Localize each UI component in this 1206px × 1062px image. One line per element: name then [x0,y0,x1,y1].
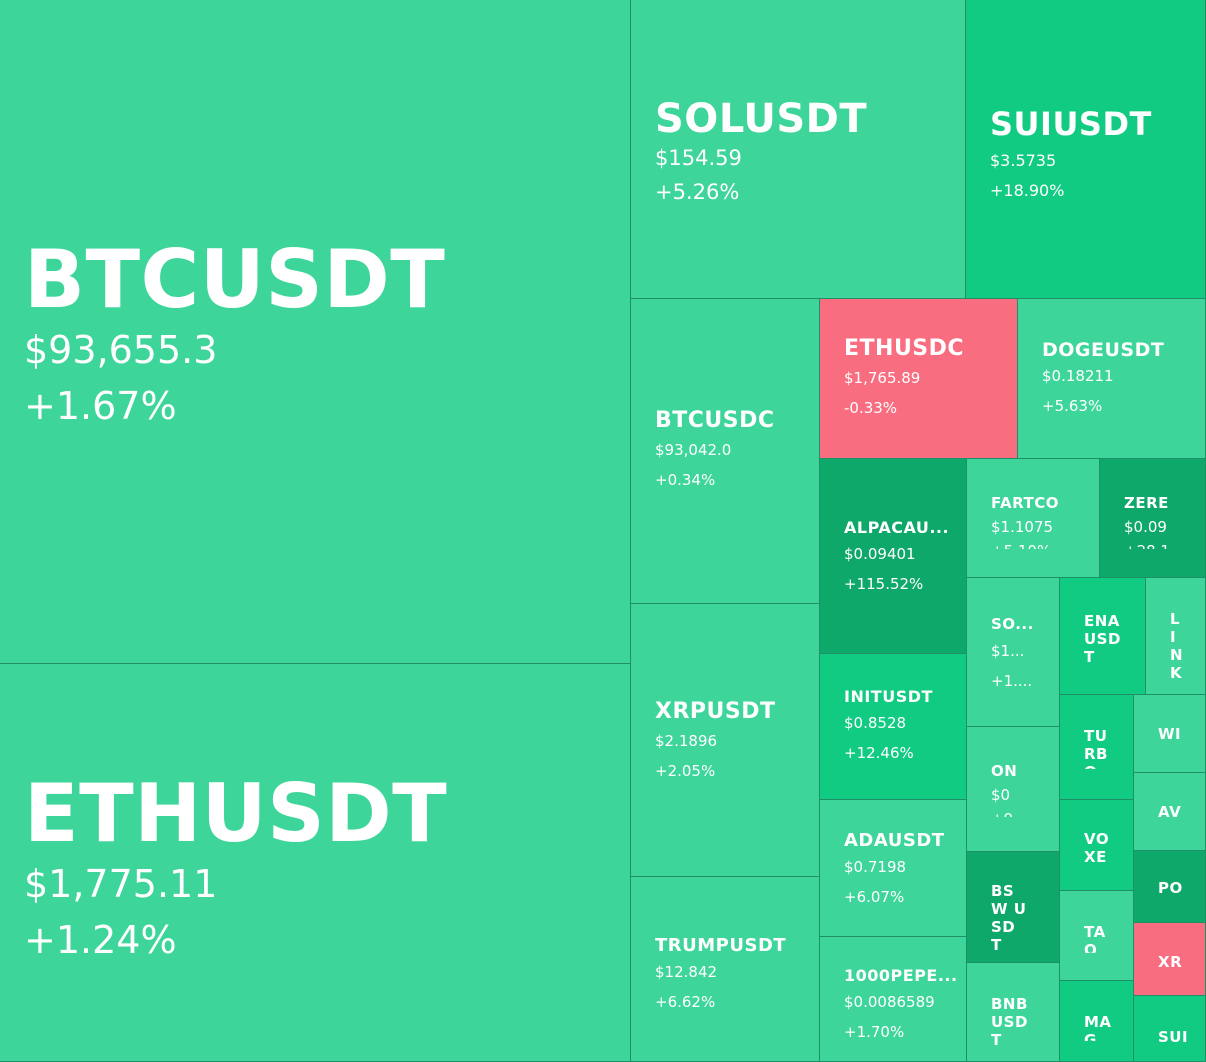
tile-price: $0.7198 [844,858,907,876]
tile-symbol: WI [1158,725,1182,743]
tile-change: -0.33% [844,399,898,417]
tile-change: +28.1 [1124,539,1184,549]
heatmap-tile-po[interactable]: PO [1134,851,1206,923]
heatmap-tile-bnbusdt[interactable]: BNB USD T [967,963,1060,1062]
heatmap-tile-xrpusdt[interactable]: XRPUSDT $2.1896 +2.05% [631,604,820,877]
heatmap-tile-dogeusdt[interactable]: DOGEUSDT $0.18211 +5.63% [1018,299,1206,459]
tile-symbol: BNB USD T [991,995,1028,1049]
heatmap-tile-fartcoinusdt[interactable]: FARTCO $1.1075 +5.10% [967,459,1100,578]
tile-symbol: SO... [991,615,1034,633]
tile-price: $0.0086589 [844,993,935,1011]
tile-price: $12.842 [655,963,718,981]
tile-symbol: BTCUSDT [24,233,446,326]
tile-symbol: TRUMPUSDT [655,935,787,956]
heatmap-tile-zereusdt[interactable]: ZERE $0.09 +28.1 [1100,459,1206,578]
tile-change: +5.26% [655,180,740,204]
tile-symbol: LI N K [1170,610,1184,682]
tile-symbol: TU RB O [1084,727,1108,769]
tile-price: $0.8528 [844,714,907,732]
tile-symbol: ON [991,762,1018,780]
tile-change: +18.90% [990,181,1065,200]
heatmap-tile-taousdt[interactable]: TA O [1060,891,1134,981]
tile-symbol: INITUSDT [844,687,933,706]
tile-price: $0 [991,786,1011,804]
tile-symbol: SUIUSDT [990,105,1152,143]
heatmap-tile-enausdt[interactable]: ENA USD T [1060,578,1146,695]
heatmap-tile-bswusdt[interactable]: BSW USD T [967,852,1060,963]
tile-change: +5.10% [991,539,1087,549]
tile-symbol: XRPUSDT [655,699,776,724]
tile-symbol: ZERE [1124,494,1169,512]
tile-change: +0.34% [655,471,716,489]
heatmap-tile-solusdt[interactable]: SOLUSDT $154.59 +5.26% [631,0,966,299]
heatmap-tile-ethusdc[interactable]: ETHUSDC $1,765.89 -0.33% [820,299,1018,459]
tile-change: +9 [991,807,1041,817]
tile-price: $1.1075 [991,518,1054,536]
heatmap-tile-initusdt[interactable]: INITUSDT $0.8528 +12.46% [820,654,967,800]
tile-change: +5.63% [1042,397,1103,415]
tile-change: +12.46% [844,744,914,762]
tile-change: +6.62% [655,993,716,1011]
heatmap-tile-linkusdt[interactable]: LI N K [1146,578,1206,695]
tile-symbol: BTCUSDC [655,408,775,433]
heatmap-tile-turbousdt[interactable]: TU RB O [1060,695,1134,800]
tile-symbol: BSW USD T [991,882,1027,954]
heatmap-tile-sui2[interactable]: SUI [1134,996,1206,1062]
tile-symbol: XR [1158,953,1183,968]
tile-price: $0.09 [1124,518,1167,536]
tile-price: $2.1896 [655,732,718,750]
heatmap-tile-trumpusdt[interactable]: TRUMPUSDT $12.842 +6.62% [631,877,820,1062]
heatmap-tile-xr[interactable]: XR [1134,923,1206,996]
heatmap-tile-btcusdt[interactable]: BTCUSDT $93,655.3 +1.67% [0,0,631,664]
tile-price: $1,765.89 [844,369,921,387]
tile-price: $0.18211 [1042,367,1114,385]
heatmap-tile-magusdt[interactable]: MA G [1060,981,1134,1062]
heatmap-tile-1000pepeusdt[interactable]: 1000PEPE... $0.0086589 +1.70% [820,937,967,1062]
heatmap-tile-so[interactable]: SO... $1... +1.... [967,578,1060,727]
tile-symbol: SOLUSDT [655,96,868,142]
tile-price: $1... [991,642,1025,660]
tile-symbol: ETHUSDT [24,767,448,860]
heatmap-tile-voxelusdt[interactable]: VO XE [1060,800,1134,891]
heatmap-tile-suiusdt[interactable]: SUIUSDT $3.5735 +18.90% [966,0,1206,299]
tile-symbol: ALPACAU... [844,518,950,537]
tile-price: $154.59 [655,146,742,170]
tile-change: +2.05% [655,762,716,780]
tile-symbol: MA G [1084,1013,1112,1041]
tile-symbol: TA O [1084,923,1106,953]
tile-change: +6.07% [844,888,905,906]
tile-price: $3.5735 [990,151,1057,170]
tile-price: $93,655.3 [24,328,218,372]
tile-symbol: VO XE [1084,830,1110,863]
tile-symbol: ADAUSDT [844,830,945,851]
heatmap-tile-adausdt[interactable]: ADAUSDT $0.7198 +6.07% [820,800,967,937]
heatmap-tile-btcusdc[interactable]: BTCUSDC $93,042.0 +0.34% [631,299,820,604]
tile-change: +1.... [991,672,1033,690]
tile-symbol: SUI [1158,1028,1189,1046]
heatmap-tile-alpacausdt[interactable]: ALPACAU... $0.09401 +115.52% [820,459,967,654]
heatmap-tile-av[interactable]: AV [1134,773,1206,851]
tile-symbol: FARTCO [991,494,1060,512]
tile-symbol: DOGEUSDT [1042,339,1165,361]
tile-change: +115.52% [844,575,924,593]
tile-symbol: AV [1158,803,1182,821]
tile-price: $93,042.0 [655,441,732,459]
tile-change: +1.70% [844,1023,905,1041]
tile-change: +1.24% [24,918,177,962]
tile-price: $0.09401 [844,545,916,563]
tile-symbol: ETHUSDC [844,336,965,361]
heatmap-tile-ethusdt[interactable]: ETHUSDT $1,775.11 +1.24% [0,664,631,1062]
tile-symbol: PO [1158,879,1183,893]
tile-symbol: 1000PEPE... [844,966,958,985]
heatmap-tile-wi[interactable]: WI [1134,695,1206,773]
tile-change: +1.67% [24,384,177,428]
tile-symbol: ENA USD T [1084,612,1121,666]
tile-price: $1,775.11 [24,862,218,906]
heatmap-tile-onusdt[interactable]: ON $0 +9 [967,727,1060,852]
